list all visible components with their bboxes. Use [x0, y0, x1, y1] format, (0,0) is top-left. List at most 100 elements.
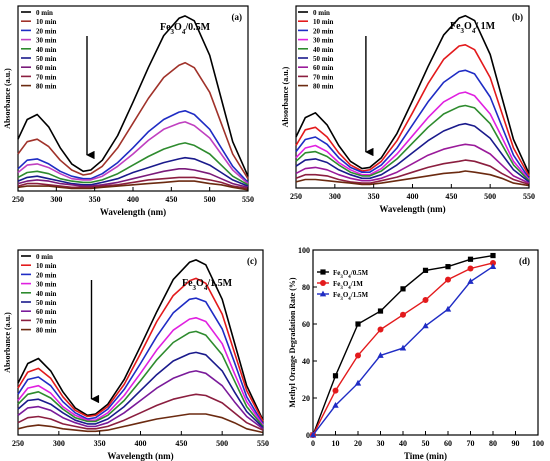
- legend-label: 80 min: [313, 83, 334, 91]
- x-tick-label: 60: [444, 439, 452, 448]
- legend-label: 0 min: [36, 9, 53, 17]
- data-point: [309, 431, 317, 438]
- series-line-80-min: [17, 413, 264, 434]
- x-axis-label: Wavelength (nm): [107, 451, 173, 461]
- series-line-20-min: [17, 110, 249, 183]
- x-axis-label: Wavelength (nm): [379, 204, 445, 214]
- sample-label: Fe3O4/ 1M: [450, 21, 496, 35]
- series-line-60-min: [295, 143, 530, 184]
- series-line-30-min: [295, 91, 530, 181]
- data-point: [400, 311, 406, 318]
- data-point: [355, 321, 361, 327]
- sample-label: Fe3O4/0.5M: [160, 22, 211, 36]
- x-tick-label: 70: [467, 439, 475, 448]
- x-tick-label: 350: [94, 439, 106, 448]
- legend-label: 60 min: [36, 64, 57, 72]
- series-line-50-min: [295, 122, 530, 183]
- x-tick-label: 550: [257, 439, 269, 448]
- y-tick-label: 100: [298, 246, 310, 255]
- data-point: [377, 308, 384, 314]
- panel-label: (a): [232, 12, 243, 22]
- series-line-20-min: [17, 297, 264, 425]
- data-point: [400, 286, 406, 292]
- data-point: [377, 326, 384, 333]
- x-tick-label: 500: [216, 439, 228, 448]
- data-point: [445, 264, 451, 270]
- series-line-10-min: [17, 277, 264, 422]
- x-tick-label: 400: [407, 192, 419, 201]
- series-line-70-min: [17, 176, 249, 190]
- series-line-0-min: [17, 15, 249, 177]
- legend-label: 60 min: [36, 308, 57, 316]
- legend-label: 10 min: [36, 18, 57, 26]
- legend-label: Fe3O4/0.5M: [333, 269, 368, 280]
- y-tick-label: 40: [302, 357, 310, 366]
- legend-label: 70 min: [313, 73, 334, 81]
- x-tick-label: 500: [204, 195, 216, 204]
- x-tick-label: 350: [89, 195, 101, 204]
- legend-label: 70 min: [36, 317, 57, 325]
- data-point: [467, 278, 474, 284]
- x-tick-label: 300: [53, 439, 65, 448]
- x-tick-label: 550: [242, 195, 254, 204]
- legend-label: 60 min: [313, 64, 334, 72]
- series-line-50-min: [17, 351, 264, 429]
- plot-frame: [312, 249, 539, 436]
- spectra-panel-a: 250 300 350 400 450 500 550 Wavelength (nm) Abso…: [3, 5, 254, 217]
- data-point: [490, 252, 496, 259]
- panel-label: (c): [247, 256, 257, 266]
- y-axis-label: Absorbance (a.u.): [3, 68, 12, 129]
- legend-label: 30 min: [36, 37, 57, 45]
- x-tick-label: 250: [290, 192, 302, 201]
- series-line-80-min: [17, 180, 249, 191]
- legend-label: 40 min: [36, 46, 57, 54]
- data-point: [354, 379, 362, 386]
- legend-label: 40 min: [36, 290, 57, 298]
- x-tick-label: 350: [368, 192, 380, 201]
- x-tick-label: 450: [165, 195, 177, 204]
- sample-label: Fe3O4/1.5M: [182, 278, 233, 292]
- data-point: [355, 352, 361, 359]
- legend-label: 20 min: [36, 271, 57, 279]
- x-tick-label: 400: [127, 195, 139, 204]
- data-point: [377, 352, 384, 358]
- series-line-60-min: [17, 370, 264, 430]
- data-point: [489, 263, 497, 270]
- data-point: [444, 305, 452, 312]
- series-line-10-min: [17, 61, 249, 180]
- data-point: [319, 290, 327, 297]
- data-point: [320, 280, 326, 286]
- y-tick-label: 60: [302, 320, 310, 329]
- legend-label: 0 min: [313, 9, 330, 17]
- series-line-40-min: [17, 142, 249, 186]
- legend-label: 10 min: [313, 18, 334, 26]
- x-tick-label: 0: [311, 439, 315, 448]
- x-tick-label: 450: [445, 192, 457, 201]
- x-axis-label: Wavelength (nm): [100, 207, 166, 217]
- data-point: [445, 276, 451, 283]
- x-tick-label: 50: [422, 439, 430, 448]
- x-axis-label: Time (min): [404, 451, 447, 461]
- panel-label: (b): [512, 12, 523, 22]
- x-tick-label: 100: [532, 439, 544, 448]
- data-point: [332, 387, 339, 394]
- legend-label: 70 min: [36, 73, 57, 81]
- data-point: [332, 373, 339, 379]
- x-tick-label: 300: [329, 192, 341, 201]
- x-tick-label: 250: [12, 195, 24, 204]
- panel-label: (d): [519, 256, 530, 266]
- series-line-30-min: [17, 121, 249, 185]
- y-tick-label: 0: [306, 431, 310, 440]
- legend-label: 30 min: [313, 37, 334, 45]
- x-tick-label: 400: [135, 439, 147, 448]
- legend-label: Fe3O4/1.5M: [333, 291, 368, 302]
- x-tick-label: 30: [377, 439, 385, 448]
- y-axis-label: Absorbance (a.u.): [3, 312, 12, 373]
- series-line-70-min: [295, 159, 530, 186]
- data-point: [490, 259, 496, 266]
- legend-label: 10 min: [36, 262, 57, 270]
- legend-label: 20 min: [36, 27, 57, 35]
- legend-label: Fe3O4/1M: [333, 280, 363, 291]
- legend-label: 80 min: [36, 83, 57, 91]
